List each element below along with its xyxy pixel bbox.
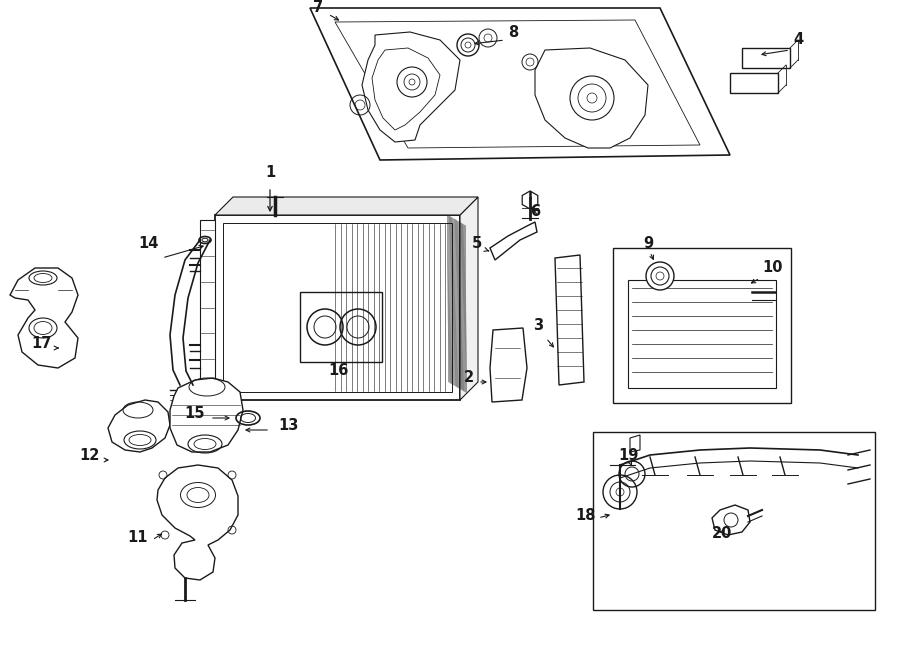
Circle shape	[646, 262, 674, 290]
Polygon shape	[362, 32, 460, 142]
Circle shape	[457, 34, 479, 56]
Text: 6: 6	[530, 204, 540, 219]
Polygon shape	[215, 197, 478, 215]
Text: 11: 11	[128, 530, 148, 545]
Text: 13: 13	[278, 418, 299, 433]
Text: 8: 8	[508, 25, 518, 40]
Polygon shape	[310, 8, 730, 160]
Text: 2: 2	[464, 370, 474, 385]
Bar	[730, 73, 778, 93]
Bar	[628, 280, 776, 388]
Text: 4: 4	[793, 32, 803, 47]
Bar	[300, 292, 382, 362]
Text: 14: 14	[138, 236, 158, 251]
Text: 7: 7	[313, 0, 323, 15]
Polygon shape	[200, 220, 215, 395]
Bar	[215, 215, 460, 400]
Bar	[593, 432, 875, 610]
Polygon shape	[460, 197, 478, 400]
Bar	[223, 223, 452, 392]
Polygon shape	[170, 378, 243, 452]
Text: 15: 15	[184, 406, 205, 421]
Bar	[613, 248, 791, 403]
Text: 20: 20	[712, 526, 733, 541]
Text: 3: 3	[533, 318, 543, 333]
Text: 17: 17	[32, 336, 52, 351]
Bar	[742, 48, 790, 68]
Text: 9: 9	[643, 236, 653, 251]
Polygon shape	[535, 48, 648, 148]
Polygon shape	[108, 400, 170, 452]
Text: 18: 18	[575, 508, 596, 523]
Polygon shape	[712, 505, 750, 535]
Text: 5: 5	[472, 236, 482, 251]
Text: 1: 1	[265, 165, 275, 180]
Text: 16: 16	[328, 363, 348, 378]
Polygon shape	[157, 465, 238, 580]
Polygon shape	[10, 268, 78, 368]
Text: 12: 12	[79, 448, 100, 463]
Text: 19: 19	[617, 448, 638, 463]
Text: 10: 10	[762, 260, 782, 275]
